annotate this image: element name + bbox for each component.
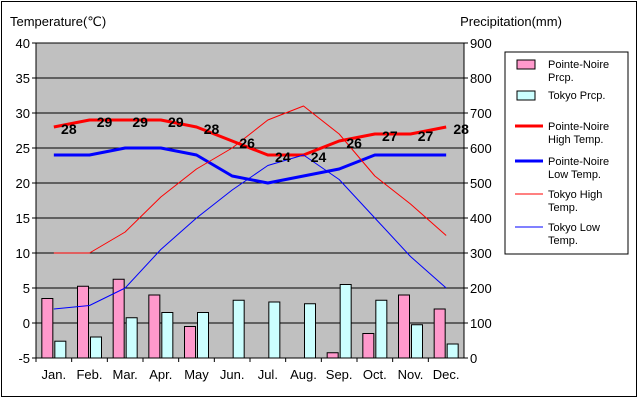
category-label: Mar. xyxy=(113,367,138,382)
left-tick-label: 20 xyxy=(16,176,30,191)
precipitation-bar xyxy=(304,303,316,359)
temperature-line xyxy=(53,154,447,310)
temperature-lines xyxy=(53,105,447,310)
category-label: Apr. xyxy=(149,367,172,382)
precipitation-bar xyxy=(398,294,410,359)
temperature-line xyxy=(53,118,447,157)
precipitation-bar xyxy=(339,284,352,359)
precipitation-bar xyxy=(446,343,459,359)
precipitation-bar xyxy=(54,340,67,359)
category-label: Dec. xyxy=(433,367,460,382)
temperature-line xyxy=(53,146,447,185)
category-label: Aug. xyxy=(290,367,317,382)
data-label: 29 xyxy=(97,114,113,130)
data-label: 28 xyxy=(204,121,220,137)
category-label: Sep. xyxy=(326,367,353,382)
data-label: 24 xyxy=(275,149,291,165)
legend-entry: Pointe-Noire Low Temp. xyxy=(515,156,609,181)
precipitation-bar xyxy=(125,317,138,359)
precipitation-bar xyxy=(41,298,54,359)
precipitation-bars xyxy=(41,278,459,359)
data-labels: 28 29 29 29 28 26 24 24 26 27 27 28 xyxy=(61,114,469,165)
data-label: 26 xyxy=(239,135,255,151)
right-tick-label: 500 xyxy=(470,176,492,191)
category-label: May xyxy=(184,367,209,382)
legend-box xyxy=(504,51,629,255)
data-label: 26 xyxy=(346,135,362,151)
data-label: 24 xyxy=(311,149,327,165)
data-label: 28 xyxy=(61,121,77,137)
category-label: Jan. xyxy=(42,367,67,382)
left-tick-label: 35 xyxy=(16,71,30,86)
right-tick-label: 300 xyxy=(470,246,492,261)
legend-label: Pointe-Noire High Temp. xyxy=(548,121,609,146)
right-axis-title: Precipitation(mm) xyxy=(460,14,562,29)
right-tick-label: 700 xyxy=(470,106,492,121)
plot-area xyxy=(36,43,464,358)
left-tick-label: -5 xyxy=(18,351,30,366)
category-label: Jul. xyxy=(258,367,278,382)
precipitation-bar xyxy=(148,294,161,359)
right-tick-label: 0 xyxy=(470,351,477,366)
right-tick-label: 100 xyxy=(470,316,492,331)
legend-entry: Tokyo Prcp. xyxy=(516,90,605,102)
legend-label: Pointe-Noire Prcp. xyxy=(548,59,609,84)
left-tick-label: 0 xyxy=(23,316,30,331)
legend-label: Tokyo Prcp. xyxy=(548,90,605,102)
left-tick-label: 15 xyxy=(16,211,30,226)
precipitation-bar xyxy=(375,299,388,359)
legend-label: Pointe-Noire Low Temp. xyxy=(548,156,609,181)
temperature-line xyxy=(53,105,447,254)
left-tick-label: 30 xyxy=(16,106,30,121)
legend-swatch xyxy=(516,59,536,70)
data-label: 27 xyxy=(382,128,398,144)
left-tick-label: 10 xyxy=(16,246,30,261)
legend-swatch xyxy=(516,90,536,101)
left-tick-label: 25 xyxy=(16,141,30,156)
data-label: 28 xyxy=(453,121,469,137)
precipitation-bar xyxy=(197,312,209,359)
legend-label: Tokyo High Temp. xyxy=(548,189,602,214)
precipitation-bar xyxy=(326,352,339,359)
data-label: 29 xyxy=(168,114,184,130)
category-label: Nov. xyxy=(398,367,424,382)
data-label: 29 xyxy=(132,114,148,130)
left-tick-label: 40 xyxy=(16,36,30,51)
precipitation-bar xyxy=(433,308,446,359)
left-tick-label: 5 xyxy=(23,281,30,296)
precipitation-bar xyxy=(268,301,281,359)
legend-label: Tokyo Low Temp. xyxy=(548,222,600,247)
legend-entry: Tokyo High Temp. xyxy=(515,189,602,214)
category-label: Feb. xyxy=(76,367,102,382)
precipitation-bar xyxy=(362,333,375,359)
precipitation-bar xyxy=(161,312,174,359)
legend-entry: Tokyo Low Temp. xyxy=(515,222,600,247)
precipitation-bar xyxy=(77,285,89,359)
data-label: 27 xyxy=(418,128,434,144)
right-tick-label: 200 xyxy=(470,281,492,296)
legend-entry: Pointe-Noire High Temp. xyxy=(515,121,609,146)
category-label: Oct. xyxy=(363,367,387,382)
left-axis-title: Temperature(℃) xyxy=(10,14,106,29)
precipitation-bar xyxy=(411,324,423,359)
right-tick-label: 400 xyxy=(470,211,492,226)
axes: -505101520253035400100200300400500600700… xyxy=(16,36,492,382)
precipitation-bar xyxy=(232,299,245,359)
legend: Pointe-Noire Prcp. Tokyo Prcp. Pointe-Noire… xyxy=(504,51,629,255)
precipitation-bar xyxy=(184,326,196,359)
right-tick-label: 600 xyxy=(470,141,492,156)
precipitation-bar xyxy=(90,336,102,359)
legend-entry: Pointe-Noire Prcp. xyxy=(516,59,609,84)
plot-border xyxy=(35,42,465,359)
right-tick-label: 800 xyxy=(470,71,492,86)
right-tick-label: 900 xyxy=(470,36,492,51)
category-label: Jun. xyxy=(220,367,245,382)
